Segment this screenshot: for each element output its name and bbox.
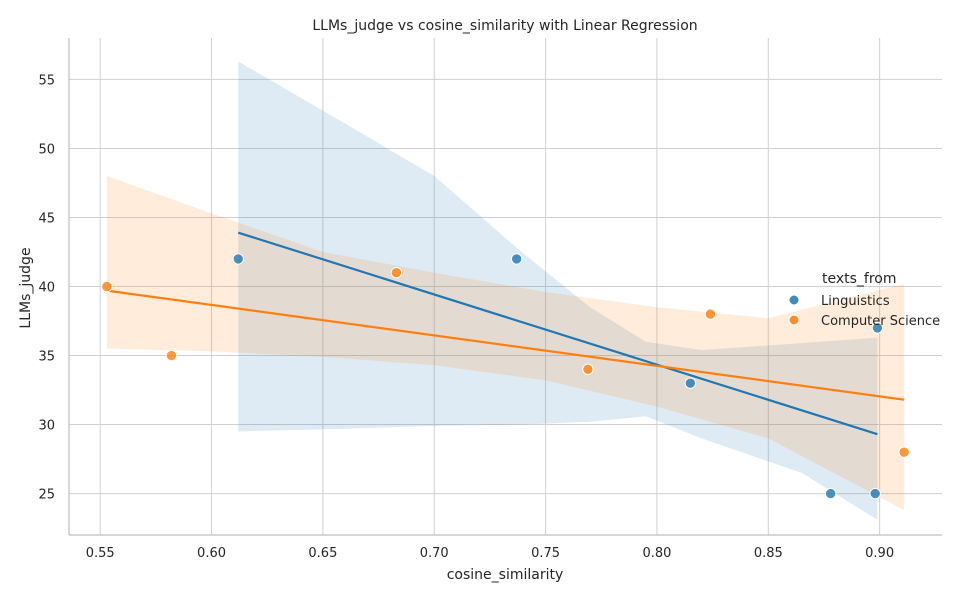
computer-science-regression-line (106, 289, 905, 401)
computer-science-data-point (582, 363, 594, 376)
y-axis-title: LLMs_judge (18, 247, 34, 328)
x-tick-label: 0.75 (531, 546, 560, 561)
x-tick-label: 0.80 (642, 546, 671, 561)
linguistics-data-point (824, 487, 837, 500)
tick-labels: 0.55 0.60 0.65 0.70 0.75 0.80 0.85 0.90 25 30 35 40… (38, 73, 894, 561)
x-tick-label: 0.85 (754, 546, 783, 561)
computer-science-legend-label: Computer Science (821, 314, 940, 329)
linguistics-regression-line (237, 231, 878, 436)
linguistics-data-point (869, 487, 881, 500)
linguistics-confidence-band (238, 61, 878, 520)
legend-title: texts_from (822, 271, 897, 287)
x-tick-label: 0.55 (86, 546, 115, 561)
legend: texts_from Linguistics Computer Science (788, 271, 940, 329)
gridlines (69, 38, 942, 535)
computer-science-confidence-band (106, 176, 905, 511)
confidence-bands (106, 61, 905, 520)
computer-science-legend-marker (788, 314, 800, 326)
y-tick-label: 30 (38, 419, 55, 434)
data-points (101, 253, 910, 500)
regression-lines (106, 231, 905, 436)
y-tick-label: 55 (38, 73, 55, 88)
x-tick-label: 0.60 (197, 546, 226, 561)
computer-science-data-point (390, 266, 403, 279)
linguistics-data-point (871, 322, 884, 334)
x-tick-label: 0.90 (865, 546, 894, 561)
x-axis-title: cosine_similarity (447, 567, 564, 583)
y-tick-label: 45 (38, 211, 55, 226)
y-tick-label: 25 (38, 488, 55, 503)
x-tick-label: 0.70 (420, 546, 449, 561)
computer-science-data-point (101, 280, 113, 293)
linguistics-data-point (510, 253, 523, 265)
x-tick-label: 0.65 (308, 546, 337, 561)
y-tick-label: 50 (38, 142, 55, 157)
linguistics-data-point (232, 253, 244, 265)
linguistics-legend-label: Linguistics (821, 294, 890, 309)
linguistics-legend-marker (788, 294, 800, 306)
computer-science-data-point (898, 446, 910, 458)
computer-science-data-point (165, 349, 178, 362)
y-tick-label: 40 (38, 281, 55, 296)
y-tick-label: 35 (38, 350, 55, 365)
computer-science-data-point (704, 308, 717, 320)
chart-title: LLMs_judge vs cosine_similarity with Lin… (312, 18, 697, 34)
linguistics-data-point (684, 377, 697, 389)
axes (68, 38, 942, 536)
